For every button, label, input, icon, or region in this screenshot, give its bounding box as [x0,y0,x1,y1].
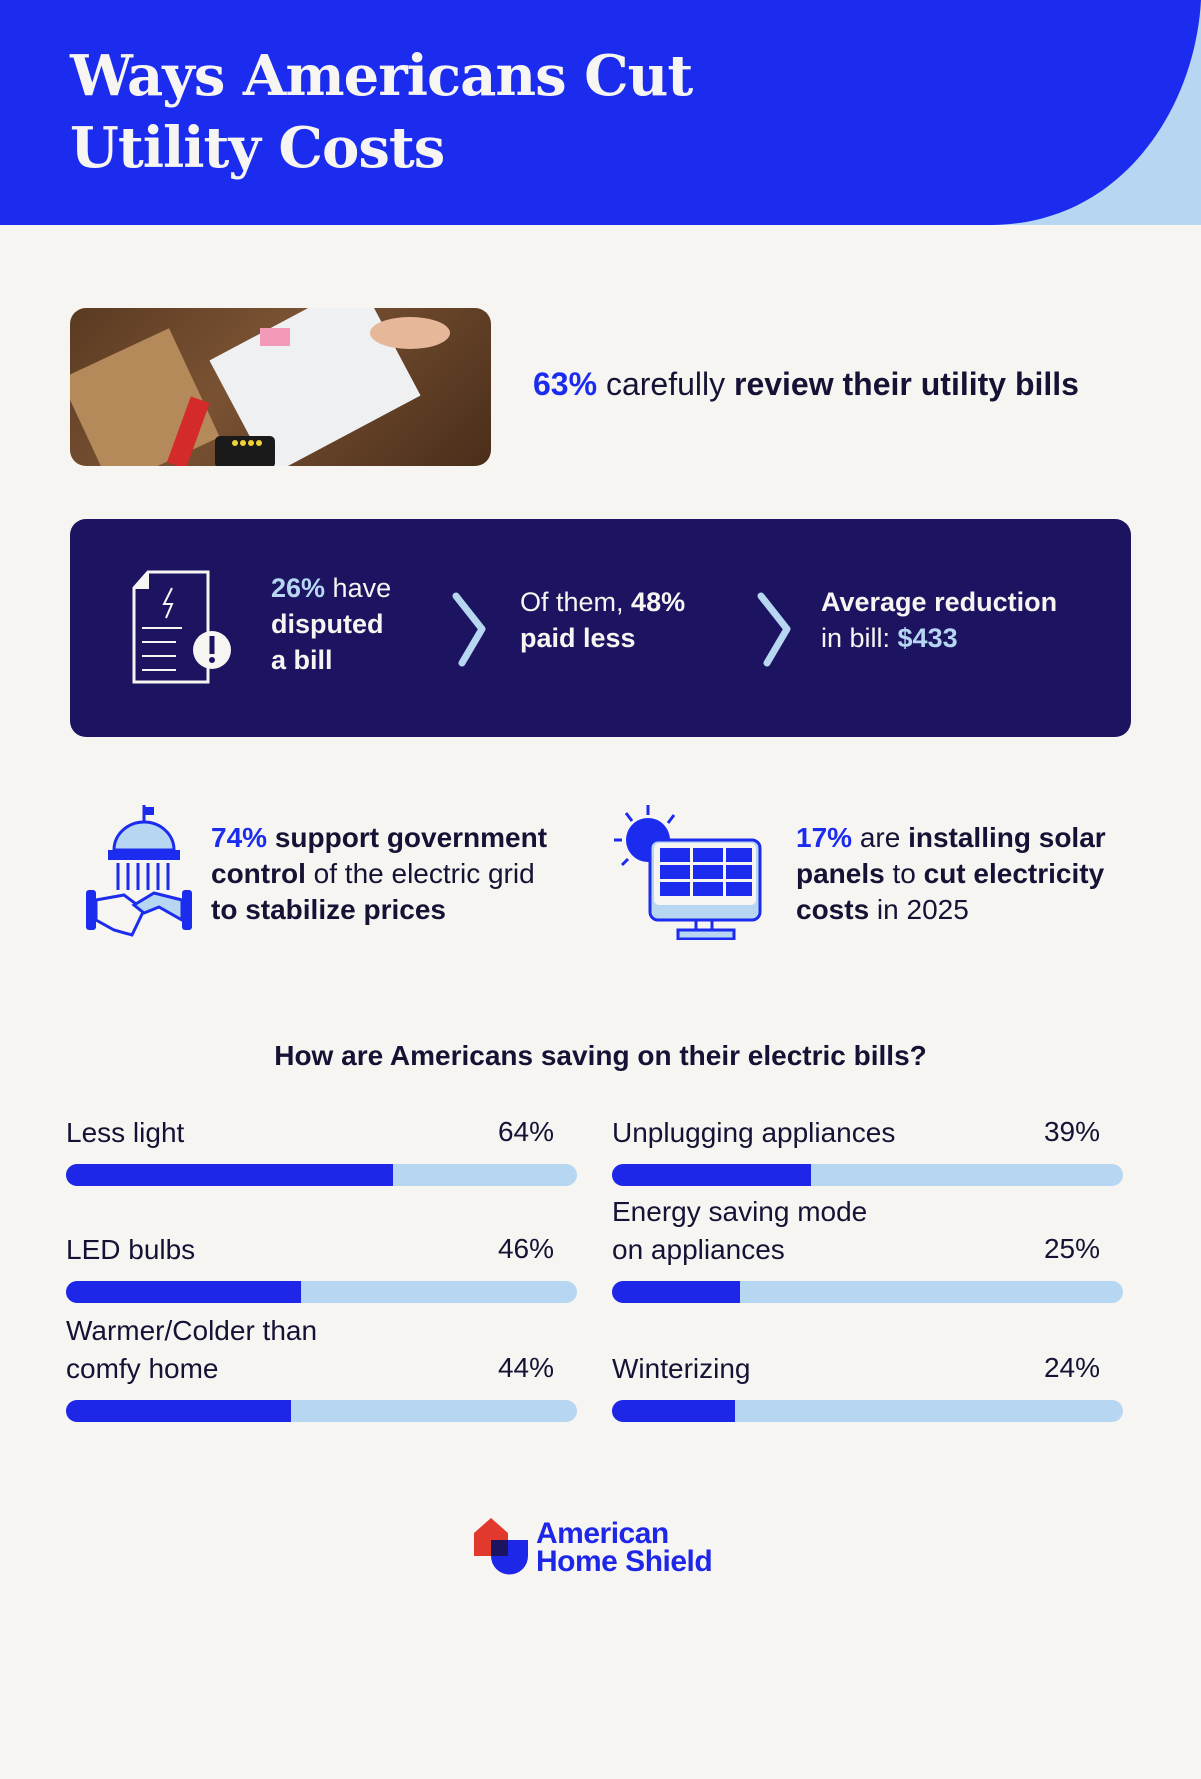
page-title: Ways Americans Cut Utility Costs [70,40,693,184]
bar-fill [66,1164,394,1186]
bar-value-label: 39% [1043,1116,1100,1147]
capitol-handshake-icon [86,805,192,937]
paid-less-stat: Of them, 48% paid less [520,587,686,653]
bar-fill [66,1281,302,1303]
bar-track [66,1281,577,1303]
bar-label: Warmer/Colder than comfy home [66,1315,318,1384]
average-reduction-stat: Average reduction in bill: $433 [821,587,1058,653]
bar-label: Unplugging appliances [612,1117,896,1148]
solar-stat: 17% are installing solar panels to cut e… [796,822,1106,925]
bar-value-label: 25% [1043,1233,1100,1264]
title-line-1: Ways Americans Cut [70,43,693,109]
bar-value-label: 64% [497,1116,554,1147]
bar-label: Less light [66,1117,185,1148]
bar-fill [66,1400,291,1422]
bar-track [66,1400,577,1422]
review-stat: 63% carefully review their utility bills [533,366,1079,402]
bar-value-label: 24% [1043,1352,1100,1383]
bills-desk-photo [70,308,491,466]
bar-track [612,1281,1123,1303]
dispute-panel [70,519,1131,737]
header-banner [0,0,1201,225]
bar-track [612,1400,1123,1422]
government-stat: 74% support government control of the el… [211,822,548,925]
title-line-2: Utility Costs [70,115,445,181]
chevron-right-icon [757,592,791,667]
bar-fill [612,1164,812,1186]
bar-label: LED bulbs [66,1234,196,1265]
bill-alert-icon [132,570,231,684]
brand-logo-text: American Home Shield [536,1517,713,1578]
american-home-shield-logo-icon [474,1518,528,1575]
bar-fill [612,1400,735,1422]
bar-track [612,1164,1123,1186]
chart-title: How are Americans saving on their electr… [274,1040,927,1071]
solar-panel-icon [614,805,762,940]
chevron-right-icon [452,592,486,667]
disputed-stat: 26% have disputed a bill [271,573,392,675]
bar-fill [612,1281,740,1303]
bar-value-label: 46% [497,1233,554,1264]
bar-track [66,1164,577,1186]
bar-value-label: 44% [497,1352,554,1383]
bar-label: Energy saving mode on appliances [612,1196,868,1265]
bar-label: Winterizing [612,1353,751,1384]
